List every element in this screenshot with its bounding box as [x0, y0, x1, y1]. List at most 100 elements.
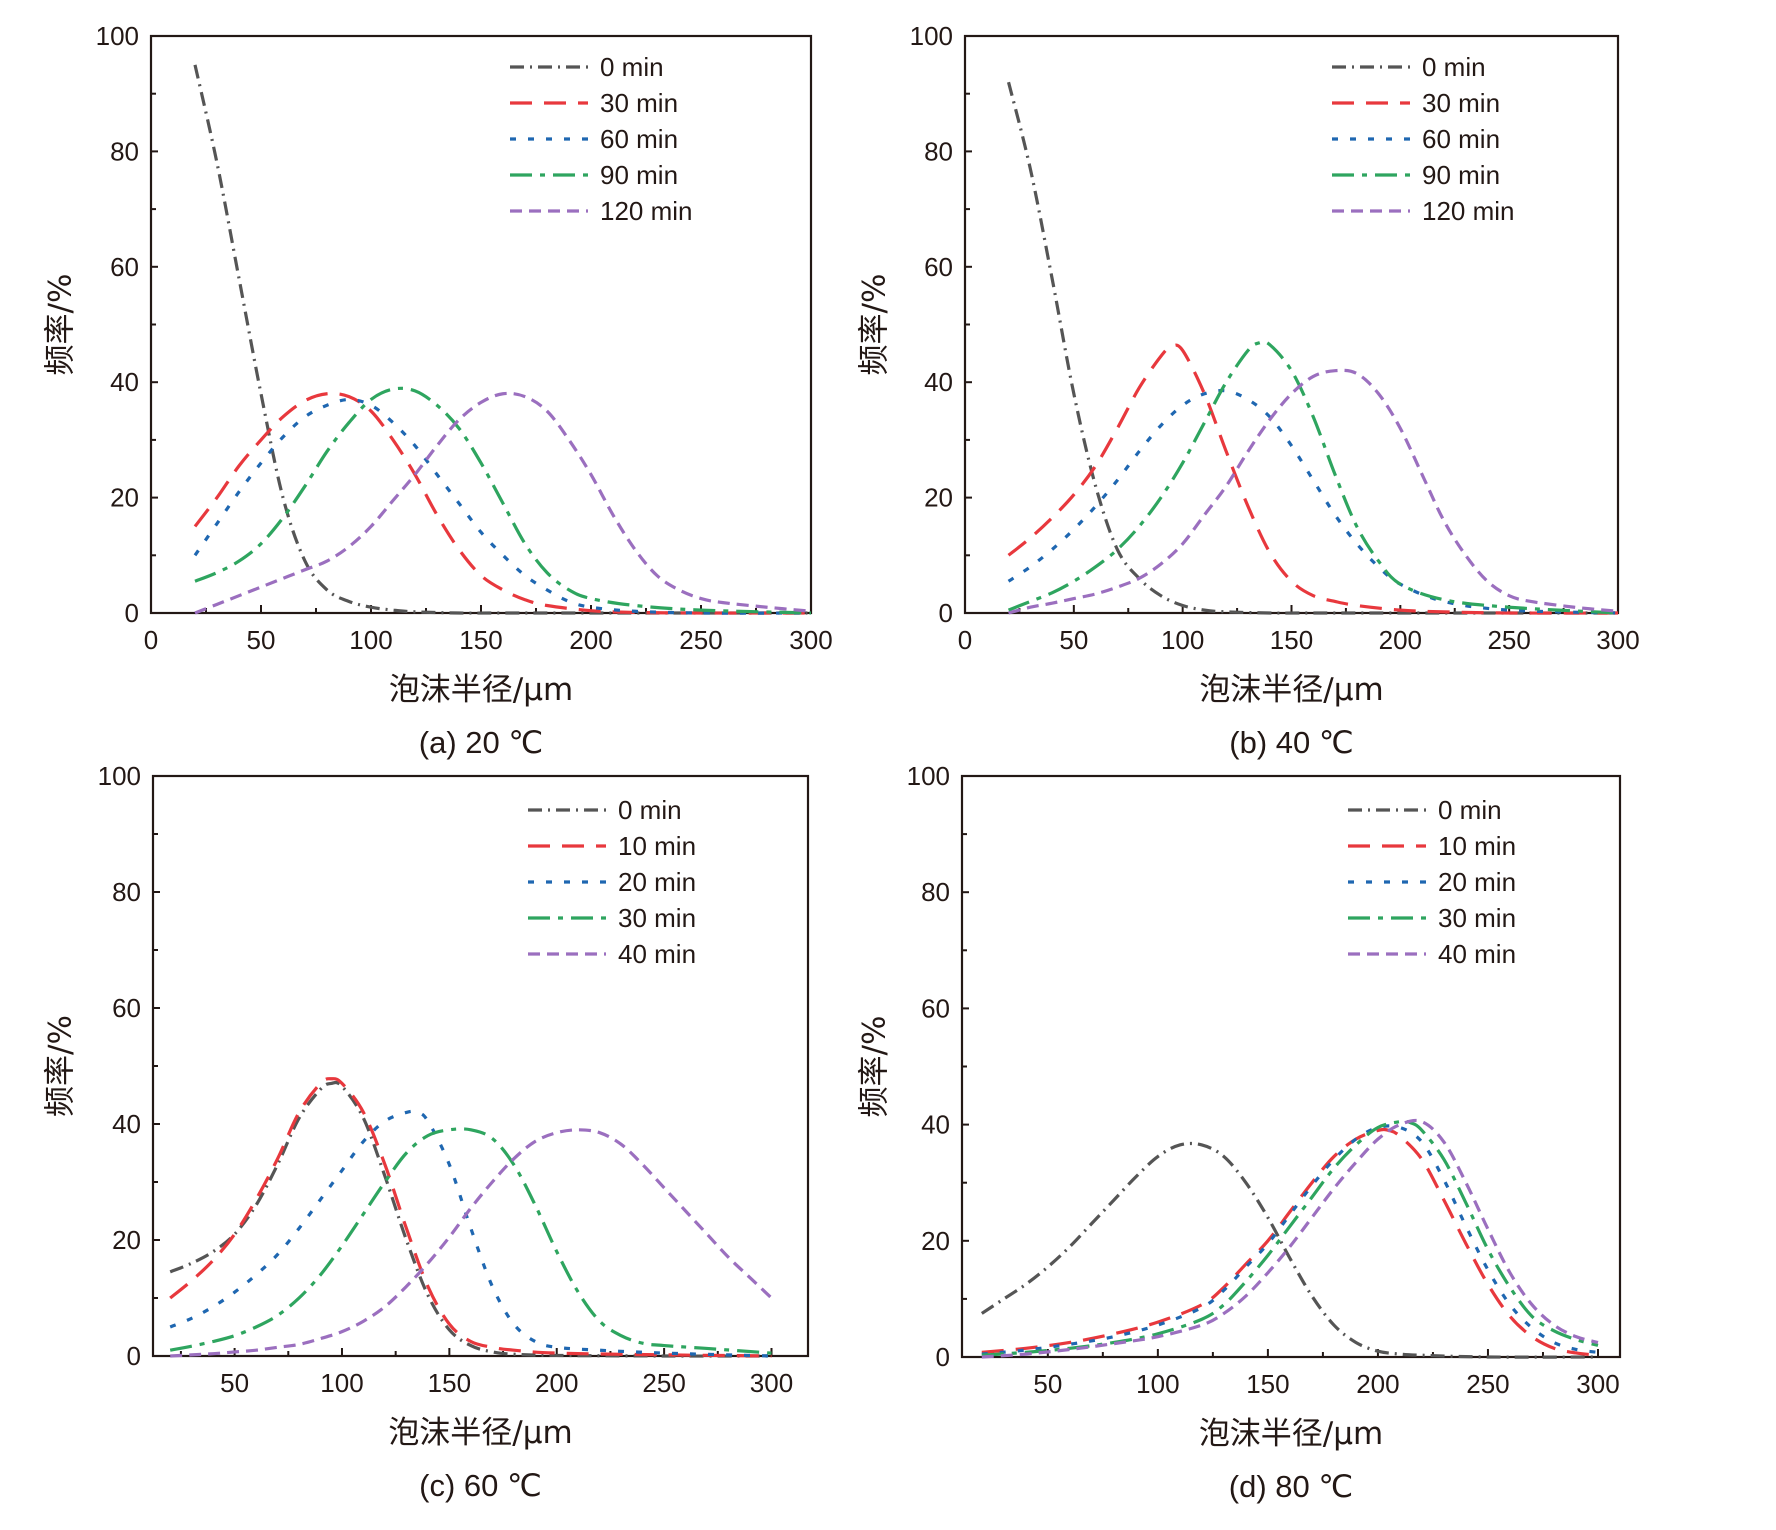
- panel-caption: (b) 40 ℃: [1229, 725, 1353, 760]
- legend-label: 120 min: [1422, 196, 1515, 226]
- legend-label: 10 min: [618, 831, 696, 861]
- series-line-20-min: [169, 1109, 772, 1358]
- legend-label: 90 min: [1422, 160, 1500, 190]
- legend-label: 0 min: [618, 795, 682, 825]
- series-line-60-min: [193, 397, 812, 615]
- x-tick-label: 100: [1136, 1369, 1179, 1399]
- y-tick-label: 0: [939, 598, 953, 628]
- plot-frame: [963, 34, 1620, 615]
- y-tick-label: 60: [924, 252, 953, 282]
- x-tick-label: 250: [1487, 625, 1530, 655]
- x-tick-label: 200: [1356, 1369, 1399, 1399]
- x-tick-label: 150: [428, 1368, 471, 1398]
- x-axis-title: 泡沫半径/μm: [1199, 1416, 1383, 1452]
- legend-label: 40 min: [1438, 939, 1516, 969]
- y-tick-label: 100: [96, 21, 139, 51]
- legend-label: 40 min: [618, 939, 696, 969]
- y-axis-title: 频率/%: [857, 274, 893, 376]
- y-tick-label: 0: [125, 598, 139, 628]
- y-tick-label: 40: [921, 1110, 950, 1140]
- legend-label: 30 min: [1438, 903, 1516, 933]
- y-tick-label: 100: [98, 761, 141, 791]
- x-tick-label: 150: [459, 625, 502, 655]
- panel-b: 0 20 40 60 80 100 0 50 100 150 200 250 300 泡沫半径/μm 频率/…: [857, 21, 1640, 760]
- series-line-10-min: [169, 1077, 772, 1358]
- series-line-40-min: [170, 1128, 773, 1358]
- legend-label: 30 min: [600, 88, 678, 118]
- y-axis-title: 频率/%: [43, 1015, 79, 1117]
- panel-caption: (d) 80 ℃: [1229, 1469, 1353, 1504]
- x-tick-label: 250: [679, 625, 722, 655]
- y-tick-label: 0: [127, 1341, 141, 1371]
- x-tick-label: 300: [1576, 1369, 1619, 1399]
- legend-label: 10 min: [1438, 831, 1516, 861]
- x-tick-label: 100: [349, 625, 392, 655]
- y-axis-title: 频率/%: [43, 274, 79, 376]
- x-tick-label: 0: [958, 625, 972, 655]
- y-tick-label: 80: [112, 877, 141, 907]
- series-line-90-min: [194, 386, 812, 615]
- series-line-30-min: [193, 391, 812, 615]
- series-line-0-min: [169, 1080, 772, 1358]
- x-tick-label: 300: [789, 625, 832, 655]
- series-line-0-min: [193, 64, 811, 615]
- legend-label: 0 min: [1438, 795, 1502, 825]
- panel-c: 0 20 40 60 80 100 50 100 150 200 250 300 泡沫半径/μm 频率/%…: [43, 761, 810, 1503]
- x-tick-label: 250: [642, 1368, 685, 1398]
- x-tick-label: 150: [1246, 1369, 1289, 1399]
- legend-label: 60 min: [600, 124, 678, 154]
- x-tick-label: 300: [1596, 625, 1639, 655]
- series-line-30-min: [169, 1127, 772, 1355]
- legend-label: 90 min: [600, 160, 678, 190]
- series-line-0-min: [980, 1141, 1598, 1359]
- legend-label: 60 min: [1422, 124, 1500, 154]
- plot-frame: [960, 774, 1622, 1359]
- legend-label: 20 min: [618, 867, 696, 897]
- series-line-120-min: [1008, 368, 1619, 615]
- legend-label: 30 min: [1422, 88, 1500, 118]
- series-line-120-min: [194, 391, 812, 615]
- legend-label: 20 min: [1438, 867, 1516, 897]
- y-tick-label: 100: [907, 761, 950, 791]
- x-axis-title: 泡沫半径/μm: [389, 672, 573, 708]
- x-tick-label: 150: [1270, 625, 1313, 655]
- y-tick-label: 0: [936, 1342, 950, 1372]
- series-line-30-min: [981, 1119, 1599, 1357]
- y-tick-label: 100: [910, 21, 953, 51]
- x-axis-title: 泡沫半径/μm: [388, 1415, 572, 1451]
- panel-d: 0 20 40 60 80 100 50 100 150 200 250 300 泡沫半径/μm 频率/%…: [857, 761, 1622, 1504]
- x-tick-label: 250: [1466, 1369, 1509, 1399]
- series-line-0-min: [1006, 81, 1618, 615]
- y-axis-title: 频率/%: [857, 1016, 893, 1118]
- y-tick-label: 60: [112, 993, 141, 1023]
- y-tick-label: 20: [110, 483, 139, 513]
- series-line-40-min: [981, 1118, 1599, 1359]
- x-tick-label: 200: [1379, 625, 1422, 655]
- x-tick-label: 300: [750, 1368, 793, 1398]
- y-tick-label: 40: [110, 367, 139, 397]
- y-tick-label: 20: [921, 1226, 950, 1256]
- y-tick-label: 40: [924, 367, 953, 397]
- series-line-30-min: [1007, 343, 1619, 615]
- legend-label: 0 min: [1422, 52, 1486, 82]
- y-tick-label: 80: [921, 877, 950, 907]
- series-line-90-min: [1007, 340, 1619, 615]
- plot-frame: [151, 774, 810, 1358]
- y-tick-label: 60: [921, 993, 950, 1023]
- y-tick-label: 60: [110, 252, 139, 282]
- x-axis-title: 泡沫半径/μm: [1199, 672, 1383, 708]
- y-tick-label: 20: [112, 1225, 141, 1255]
- x-tick-label: 200: [535, 1368, 578, 1398]
- x-tick-label: 50: [1059, 625, 1088, 655]
- x-tick-label: 50: [247, 625, 276, 655]
- plot-frame: [149, 34, 813, 615]
- x-tick-label: 50: [1033, 1369, 1062, 1399]
- x-tick-label: 100: [320, 1368, 363, 1398]
- legend-label: 120 min: [600, 196, 693, 226]
- y-tick-label: 40: [112, 1109, 141, 1139]
- panel-caption: (c) 60 ℃: [419, 1468, 542, 1503]
- x-tick-label: 100: [1161, 625, 1204, 655]
- y-tick-label: 80: [110, 136, 139, 166]
- legend-label: 30 min: [618, 903, 696, 933]
